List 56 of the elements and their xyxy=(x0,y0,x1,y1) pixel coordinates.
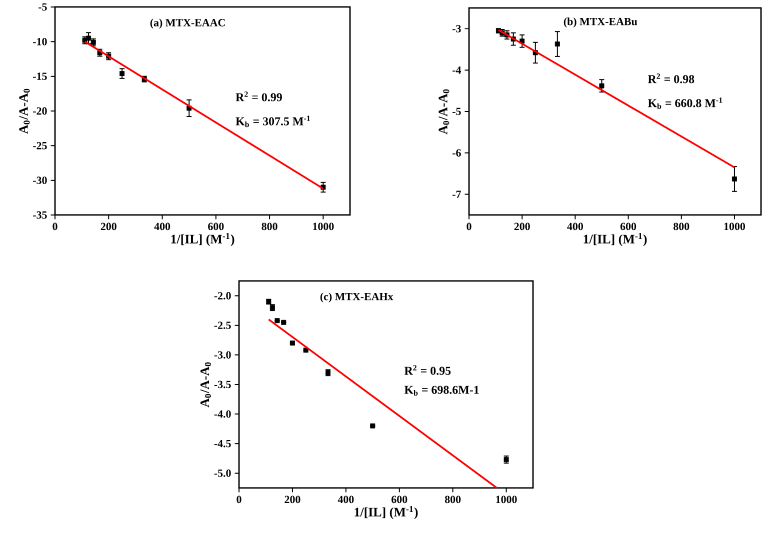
x-tick-label: 200 xyxy=(514,222,530,230)
y-tick-label: -5 xyxy=(452,108,461,116)
x-tick-label: 1000 xyxy=(724,222,746,230)
y-tick-label: -5.0 xyxy=(214,469,231,477)
y-tick-label: -4.5 xyxy=(214,440,231,448)
annotation: K$_{b}$ = 307.5 M$^{-1}$ xyxy=(236,116,310,128)
text: (b) MTX-EABu xyxy=(564,18,638,28)
y-tick-label: -20 xyxy=(33,107,47,115)
x-tick-label: 800 xyxy=(674,222,690,230)
x-tick-label: 200 xyxy=(284,496,300,504)
y-axis-title: A$_{0}$/A-A$_{0}$ xyxy=(438,89,450,134)
point xyxy=(599,83,604,88)
y-tick-label: -2.0 xyxy=(214,292,231,300)
x-tick-label: 600 xyxy=(392,496,408,504)
x-tick-label: 600 xyxy=(620,222,636,230)
x-tick-label: 0 xyxy=(466,222,472,230)
x-axis-title: 1/[IL] (M$^{-1}$) xyxy=(584,233,647,246)
annotation: R$^{2}$ = 0.98 xyxy=(648,73,694,84)
x-tick-label: 1000 xyxy=(496,496,517,504)
y-tick-label: -6 xyxy=(452,149,461,157)
x-tick-label: 400 xyxy=(338,496,354,504)
x-tick-label: 200 xyxy=(100,222,116,230)
x-tick-label: 600 xyxy=(208,222,224,230)
y-axis-title: A$_{0}$/A-A$_{0}$ xyxy=(200,362,212,408)
y-tick-label: -10 xyxy=(33,38,47,46)
point xyxy=(732,176,737,182)
x-axis-title: 1/[IL] (M$^{-1}$) xyxy=(354,506,418,520)
annotation: R$^{2}$ = 0.99 xyxy=(236,92,282,102)
y-tick-label: -4.0 xyxy=(214,410,231,418)
y-tick-label: -3 xyxy=(452,25,461,32)
x-tick-label: 0 xyxy=(52,222,58,230)
x-tick-label: 800 xyxy=(262,222,278,230)
text: (a) MTX-EAAC xyxy=(150,18,225,29)
point xyxy=(554,42,560,46)
y-axis-title: A$_{0}$/A-A$_{0}$ xyxy=(19,88,30,134)
y-tick-label: -3.5 xyxy=(214,380,231,388)
point xyxy=(120,71,125,76)
y-tick-label: -2.5 xyxy=(214,322,231,330)
y-tick-label: -4 xyxy=(452,66,462,74)
x-tick-label: 400 xyxy=(154,222,170,230)
y-tick-label: -25 xyxy=(33,142,47,150)
y-tick-label: -35 xyxy=(33,211,47,219)
annotation: K$_{b}$ = 698.6M-1 xyxy=(404,386,479,396)
x-tick-label: 400 xyxy=(567,222,583,230)
x-tick-label: 0 xyxy=(236,496,242,504)
y-tick-label: -15 xyxy=(33,72,47,80)
y-tick-label: -3.0 xyxy=(214,351,231,359)
x-tick-label: 1000 xyxy=(313,222,334,230)
y-tick-label: -7 xyxy=(452,190,461,198)
y-tick-label: -5 xyxy=(38,3,47,11)
annotation: K$_{b}$ = 660.8 M$^{-1}$ xyxy=(648,97,722,109)
y-tick-label: -30 xyxy=(33,176,47,184)
x-axis-title: 1/[IL] (M$^{-1}$) xyxy=(171,233,234,246)
annotation: R$^{2}$ = 0.95 xyxy=(404,365,451,375)
x-tick-label: 800 xyxy=(444,496,461,504)
text: (c) MTX-EAHx xyxy=(320,292,394,303)
